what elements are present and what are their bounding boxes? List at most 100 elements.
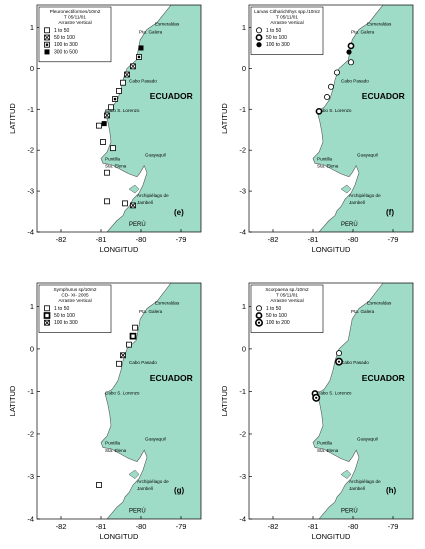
peru-label-e: PERÚ [129, 221, 146, 228]
x-tick-label-f-3: -79 [388, 235, 399, 244]
place-label-h-1: Pta. Galera [351, 309, 375, 314]
legend-title-h-0: Scorpaena sp./10m2 [265, 287, 309, 292]
legend-label-g-0: 1 to 50 [54, 306, 70, 312]
y-tick-label-h-4: -3 [239, 472, 246, 481]
y-tick-label-h-1: 0 [242, 344, 246, 353]
place-label-f-6: Sta. Elena [317, 163, 339, 168]
legend-label-h-2: 100 to 200 [266, 320, 290, 326]
station-marker-g-3 [120, 352, 126, 359]
place-label-h-5: Puntilla [317, 441, 333, 446]
station-marker-g-1 [129, 332, 137, 340]
legend-symbol-e-1 [44, 34, 50, 41]
station-marker-f-4 [327, 83, 334, 90]
legend-symbol-g-0 [44, 305, 50, 312]
place-label-e-7: Archipiélago de [137, 193, 169, 198]
station-marker-h-1 [335, 350, 342, 357]
station-marker-e-3-stroke-b [124, 71, 130, 78]
legend-title-e-1: T 05/11/01 [64, 15, 86, 20]
legend-label-h-0: 1 to 50 [266, 306, 282, 312]
station-marker-e-11-box [100, 139, 106, 145]
place-label-h-7: Archipiélago de [349, 479, 381, 484]
station-marker-g-5-box [96, 482, 102, 488]
x-axis-label-g: LONGITUD [100, 532, 139, 541]
legend-label-e-3: 300 to 500 [54, 49, 78, 55]
place-label-f-7: Archipiélago de [349, 193, 381, 198]
x-tick-label-e-1: -81 [96, 235, 107, 244]
place-label-g-3: Cabo S. Lorenzo [105, 390, 140, 395]
station-marker-f-6 [315, 107, 323, 115]
station-marker-e-11 [100, 139, 106, 145]
station-marker-h-0-inner [337, 360, 341, 363]
x-axis-label-e: LONGITUD [100, 245, 139, 254]
station-marker-e-3 [124, 71, 130, 78]
y-tick-label-e-0: 1 [30, 23, 34, 32]
land-f [312, 5, 413, 232]
x-tick-label-g-2: -80 [136, 522, 147, 531]
place-label-e-1: Pta. Galera [139, 30, 163, 35]
panel-letter-h: (h) [386, 486, 397, 495]
station-marker-g-5 [96, 482, 102, 488]
y-tick-label-e-1: 0 [30, 64, 34, 73]
station-marker-g-2-box [126, 341, 132, 348]
station-marker-g-0-box [132, 324, 138, 331]
y-axis-label-e: LATITUD [8, 103, 17, 134]
y-tick-label-f-2: -1 [239, 105, 246, 114]
y-tick-label-g-4: -3 [27, 472, 34, 481]
station-marker-e-7 [108, 104, 114, 111]
y-axis-label-f: LATITUD [220, 103, 229, 134]
station-marker-e-7-box [108, 104, 114, 111]
station-marker-e-8-stroke-b [104, 112, 110, 119]
island-h [340, 469, 352, 479]
legend-title-h-2: Arrastre Vertical [270, 298, 303, 303]
legend-symbol-e-2-dot [45, 43, 49, 46]
station-marker-e-9 [101, 121, 107, 127]
place-label-h-2: Cabo Pasado [341, 360, 369, 365]
station-marker-e-6 [112, 96, 118, 102]
place-label-g-5: Puntilla [105, 441, 121, 446]
station-marker-e-2 [130, 63, 136, 70]
country-label-g: ECUADOR [150, 373, 193, 383]
peru-label-h: PERÚ [341, 508, 358, 515]
station-marker-e-16 [130, 202, 136, 209]
station-marker-e-10-box [96, 122, 102, 129]
x-axis-label-f: LONGITUD [312, 245, 351, 254]
legend-title-g-0: Symphurus sp/10m2 [54, 287, 97, 292]
y-tick-label-f-5: -4 [239, 228, 246, 237]
y-tick-label-e-4: -3 [27, 187, 34, 196]
country-label-f: ECUADOR [362, 91, 405, 101]
x-tick-label-g-0: -82 [56, 522, 67, 531]
place-label-f-1: Pta. Galera [351, 30, 375, 35]
place-label-h-4: Guayaquil [357, 436, 378, 441]
station-marker-h-3-inner [315, 396, 318, 399]
legend-symbol-e-1-stroke-b [44, 34, 50, 41]
y-axis-label-h: LATITUD [220, 385, 229, 416]
x-tick-label-e-3: -79 [176, 235, 187, 244]
place-label-h-8: Jambelí [349, 486, 366, 491]
place-label-f-2: Cabo Pasado [341, 79, 369, 84]
peru-label-f: PERÚ [341, 221, 358, 228]
place-label-e-3: Cabo S. Lorenzo [105, 108, 140, 113]
legend-symbol-h-0 [255, 305, 262, 312]
map-panel-g: Esmeraldas Pta. Galera Cabo Pasado Cabo S. … [8, 282, 202, 541]
y-tick-label-e-5: -4 [27, 228, 34, 237]
y-tick-label-g-0: 1 [30, 302, 34, 311]
station-marker-g-2 [126, 341, 132, 348]
y-tick-label-f-0: 1 [242, 23, 246, 32]
legend-title-f-1: T 05/11/01 [276, 15, 298, 20]
x-tick-label-h-3: -79 [388, 522, 399, 531]
station-marker-e-14 [104, 198, 110, 205]
station-marker-e-14-box [104, 198, 110, 205]
island-f [340, 184, 352, 194]
station-marker-g-4 [116, 360, 122, 367]
legend-box-g [38, 284, 112, 333]
place-label-g-2: Cabo Pasado [129, 360, 157, 365]
y-tick-label-g-5: -4 [27, 515, 34, 524]
y-tick-label-f-1: 0 [242, 64, 246, 73]
place-label-e-8: Jambelí [137, 200, 154, 205]
station-marker-e-4-box [120, 79, 126, 86]
station-marker-f-1 [346, 49, 352, 55]
place-label-f-4: Guayaquil [357, 152, 378, 157]
station-marker-e-2-stroke-b [130, 63, 136, 70]
legend-title-f-0: Larvas Citharichthys spp./10m2 [254, 9, 320, 14]
panel-letter-e: (e) [174, 208, 184, 217]
